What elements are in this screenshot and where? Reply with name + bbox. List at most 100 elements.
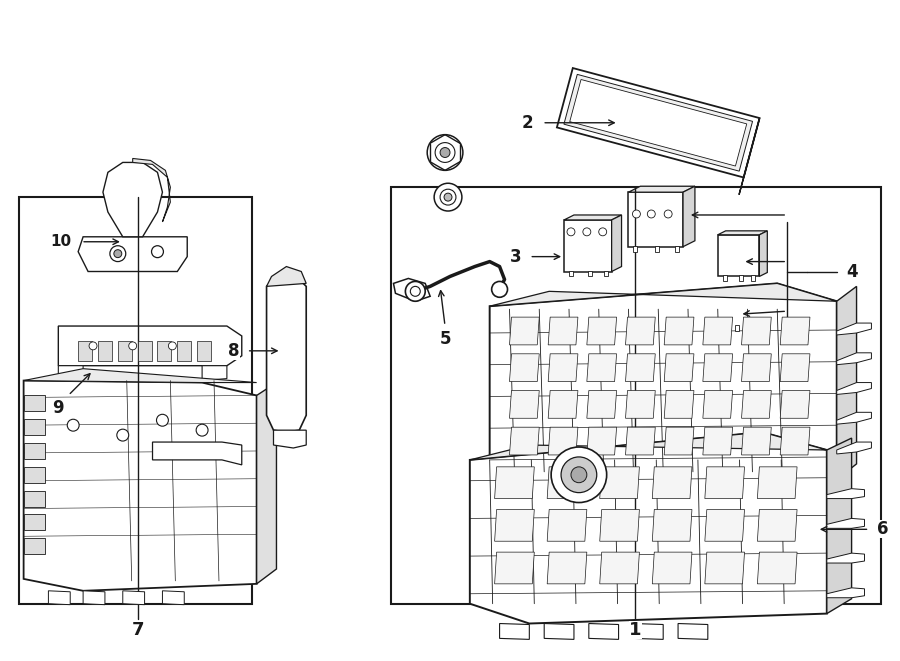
Polygon shape [564,215,622,220]
Polygon shape [470,432,827,460]
Polygon shape [837,383,871,395]
Polygon shape [705,510,744,541]
Polygon shape [703,391,733,418]
Polygon shape [780,354,810,381]
Polygon shape [683,186,695,247]
Polygon shape [758,552,797,584]
Text: 3: 3 [509,248,521,266]
Polygon shape [703,427,733,455]
Polygon shape [152,442,242,465]
Polygon shape [827,488,865,498]
Bar [588,270,592,276]
Polygon shape [742,317,771,345]
Polygon shape [742,391,771,418]
Polygon shape [564,75,752,171]
Polygon shape [827,438,851,613]
Polygon shape [652,510,692,541]
Polygon shape [587,354,617,381]
Polygon shape [664,317,694,345]
Text: 7: 7 [131,621,144,639]
Circle shape [405,282,425,301]
Polygon shape [587,317,617,345]
Polygon shape [470,432,827,623]
Circle shape [151,246,164,258]
Polygon shape [664,391,694,418]
Polygon shape [23,443,45,459]
Polygon shape [837,412,871,424]
Bar [739,276,742,282]
Polygon shape [103,163,162,237]
Text: 4: 4 [846,262,858,280]
Polygon shape [612,215,622,272]
Circle shape [444,193,452,201]
Bar [118,341,131,361]
Polygon shape [760,231,768,276]
Circle shape [440,147,450,157]
Bar [723,276,726,282]
Polygon shape [490,284,837,490]
Circle shape [117,429,129,441]
Polygon shape [548,391,578,418]
Bar [744,325,749,331]
Polygon shape [564,220,612,272]
Bar [391,187,881,603]
Polygon shape [717,235,760,276]
Circle shape [664,210,672,218]
Polygon shape [626,354,655,381]
Circle shape [567,228,575,236]
Polygon shape [652,552,692,584]
Bar [138,341,151,361]
Polygon shape [78,237,187,272]
Polygon shape [122,591,145,605]
Text: 10: 10 [50,234,72,249]
Polygon shape [634,623,663,639]
Bar [19,197,252,603]
Polygon shape [599,467,639,498]
Polygon shape [739,118,760,195]
Bar [723,325,726,331]
Polygon shape [717,231,768,235]
Bar [78,341,92,361]
Circle shape [440,189,456,205]
Polygon shape [752,288,760,326]
Polygon shape [544,623,574,639]
Polygon shape [589,623,618,639]
Polygon shape [162,591,184,605]
Polygon shape [548,317,578,345]
Bar [158,341,171,361]
Polygon shape [266,266,306,286]
Polygon shape [509,427,539,455]
Polygon shape [266,272,306,432]
Polygon shape [393,278,430,301]
Polygon shape [23,490,45,506]
Polygon shape [23,514,45,530]
Text: 9: 9 [52,399,64,417]
Polygon shape [827,588,865,598]
Polygon shape [837,323,871,335]
Polygon shape [256,383,276,584]
Polygon shape [705,467,744,498]
Polygon shape [664,354,694,381]
Polygon shape [626,317,655,345]
Bar [98,341,112,361]
Polygon shape [664,427,694,455]
Polygon shape [23,395,45,411]
Circle shape [491,282,508,297]
Polygon shape [274,430,306,448]
Circle shape [168,342,176,350]
Polygon shape [132,159,170,222]
Polygon shape [495,467,535,498]
Polygon shape [495,510,535,541]
Circle shape [551,447,607,502]
Polygon shape [548,354,578,381]
Polygon shape [500,623,529,639]
Polygon shape [703,317,733,345]
Text: 2: 2 [521,114,533,132]
Polygon shape [23,467,45,483]
Text: 6: 6 [877,520,888,538]
Polygon shape [58,366,83,383]
Polygon shape [23,538,45,554]
Bar [197,341,211,361]
Circle shape [583,228,590,236]
Bar [604,270,608,276]
